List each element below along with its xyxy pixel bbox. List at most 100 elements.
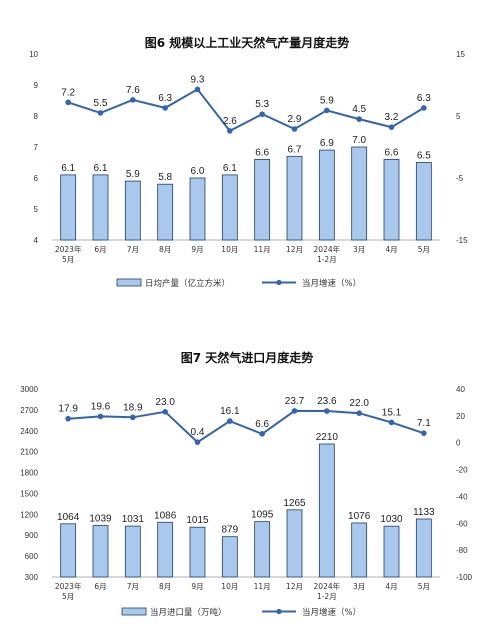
chart7-category-label: 7月 bbox=[127, 582, 139, 591]
chart7-bar bbox=[157, 521, 174, 578]
chart7-bar bbox=[221, 536, 238, 578]
chart6-category-label: 2023年 bbox=[55, 244, 82, 254]
chart6-left-tick: 10 bbox=[29, 50, 38, 59]
chart7-growth-line: 17.9 19.6 18.9 23.0 0.4 16.1 6.6 23.7 23.6 22.0 15… bbox=[58, 396, 431, 445]
chart6-bar bbox=[221, 174, 238, 241]
chart7-growth-point bbox=[130, 414, 136, 421]
chart7-left-tick: 2400 bbox=[20, 427, 38, 436]
chart7-growth-label: 16.1 bbox=[220, 406, 240, 417]
chart6-growth-label: 3.2 bbox=[385, 112, 399, 123]
chart6-growth-path bbox=[67, 87, 425, 133]
chart6-bar-label: 6.5 bbox=[417, 151, 431, 162]
chart7-bar-label: 1030 bbox=[380, 514, 403, 525]
chart7-right-tick: -100 bbox=[456, 573, 473, 582]
chart7-category-label: 5月 bbox=[418, 582, 430, 591]
chart6-bar bbox=[318, 149, 335, 241]
chart6-category-label: 2024年 bbox=[314, 244, 341, 254]
chart7-left-tick: 2700 bbox=[20, 406, 38, 415]
chart7-growth-label: 18.9 bbox=[123, 402, 143, 413]
chart6-legend-line-marker bbox=[276, 279, 282, 286]
chart6-growth-label: 9.3 bbox=[191, 74, 205, 85]
chart7-growth-point bbox=[65, 415, 71, 422]
chart7-right-tick: -80 bbox=[456, 546, 468, 555]
chart6-left-tick: 7 bbox=[34, 143, 39, 152]
chart7-growth-point bbox=[194, 439, 201, 445]
chart7-bar bbox=[351, 522, 368, 578]
chart6-legend-bar-label: 日均产量（亿立方米） bbox=[145, 278, 230, 289]
chart6-growth-point bbox=[356, 116, 362, 122]
chart7-bar bbox=[92, 525, 109, 578]
chart6-right-tick: 15 bbox=[456, 50, 465, 59]
chart7-bar bbox=[60, 523, 77, 578]
chart7-growth-label: 22.0 bbox=[349, 398, 369, 409]
chart6-bar-label: 5.9 bbox=[126, 169, 140, 180]
chart6-bar-label: 7.0 bbox=[352, 135, 366, 146]
chart6-legend: 日均产量（亿立方米） 当月增速（%） bbox=[116, 278, 361, 289]
chart7-growth-label: 23.7 bbox=[285, 396, 305, 407]
chart7-right-tick: -60 bbox=[456, 519, 468, 528]
chart7-legend: 当月进口量（万吨） 当月增速（%） bbox=[121, 607, 361, 618]
chart7-bars: 1064 1039 1031 1086 1015 879 1095 1265 2210 1076 1… bbox=[57, 432, 435, 578]
chart6-bar-label: 6.1 bbox=[61, 163, 75, 174]
chart7-right-tick: -40 bbox=[456, 492, 468, 501]
chart7-legend-line-label: 当月增速（%） bbox=[302, 607, 361, 618]
chart7-title: 图7 天然气进口月度走势 bbox=[181, 350, 314, 365]
chart6-bar-label: 6.6 bbox=[255, 147, 269, 158]
chart7-right-tick: 40 bbox=[456, 385, 465, 394]
chart6-right-axis-ticks: -15 -5 5 15 bbox=[456, 50, 468, 245]
chart7-bar-label: 1086 bbox=[154, 510, 177, 521]
chart7-growth-label: 17.9 bbox=[58, 404, 78, 415]
chart6-bar-label: 6.7 bbox=[288, 144, 302, 155]
chart7-growth-point bbox=[324, 408, 330, 414]
chart7-growth-label: 0.4 bbox=[191, 427, 205, 438]
chart6-bar-label: 6.1 bbox=[223, 163, 237, 174]
chart7-category-label: 6月 bbox=[94, 582, 106, 591]
chart6-title: 图6 规模以上工业天然气产量月度走势 bbox=[145, 35, 350, 50]
chart6-category-label: 3月 bbox=[353, 245, 365, 254]
chart7-bar-label: 1064 bbox=[57, 512, 80, 523]
chart7-growth-point bbox=[388, 419, 395, 426]
chart6-bar bbox=[189, 177, 206, 241]
chart6-bar bbox=[286, 155, 303, 241]
chart7-bar-label: 2210 bbox=[316, 432, 339, 443]
chart7-legend-bar-swatch bbox=[121, 607, 147, 616]
chart6-growth-label: 6.3 bbox=[417, 93, 431, 104]
chart6-bar bbox=[60, 174, 77, 241]
chart6-growth-label: 5.9 bbox=[320, 95, 334, 106]
chart7-bar-label: 1133 bbox=[413, 507, 435, 518]
chart7-growth-label: 19.6 bbox=[91, 401, 111, 412]
chart7-category-label: 12月 bbox=[286, 582, 303, 591]
chart6-legend-bar-swatch bbox=[116, 278, 142, 287]
chart7-left-tick: 1500 bbox=[20, 489, 38, 498]
chart6-growth-label: 7.2 bbox=[61, 87, 75, 98]
chart7-growth-point bbox=[356, 410, 362, 416]
chart7-legend-bar-label: 当月进口量（万吨） bbox=[150, 607, 227, 618]
chart6-growth-point bbox=[259, 111, 265, 117]
chart6-right-tick: -5 bbox=[456, 174, 464, 183]
chart6-left-tick: 5 bbox=[34, 205, 39, 214]
chart7-legend-line-marker bbox=[276, 608, 282, 615]
chart7-bar bbox=[254, 521, 271, 578]
chart6-bar-label: 6.6 bbox=[385, 147, 399, 158]
chart6-category-label: 7月 bbox=[127, 245, 139, 254]
chart6-right-tick: -15 bbox=[456, 236, 468, 245]
chart6-growth-point bbox=[97, 110, 104, 116]
chart7-category-label: 11月 bbox=[254, 582, 271, 591]
chart7-category-label: 1-2月 bbox=[317, 592, 337, 601]
chart6-bar bbox=[157, 183, 174, 241]
chart6-left-tick: 8 bbox=[34, 112, 39, 121]
chart7-left-tick: 2100 bbox=[20, 448, 38, 457]
chart6-growth-point bbox=[162, 105, 168, 111]
chart6-growth-label: 5.3 bbox=[255, 99, 269, 110]
chart6-growth-point bbox=[388, 124, 395, 130]
chart6-bar-label: 6.0 bbox=[191, 166, 205, 177]
chart6-category-label: 11月 bbox=[254, 245, 271, 254]
chart6-bar-label: 6.9 bbox=[320, 138, 334, 149]
chart7-left-tick: 3000 bbox=[20, 385, 38, 394]
chart6-bar bbox=[415, 162, 432, 241]
chart6-growth-point bbox=[65, 99, 71, 106]
chart6-growth-label: 2.6 bbox=[223, 116, 237, 127]
